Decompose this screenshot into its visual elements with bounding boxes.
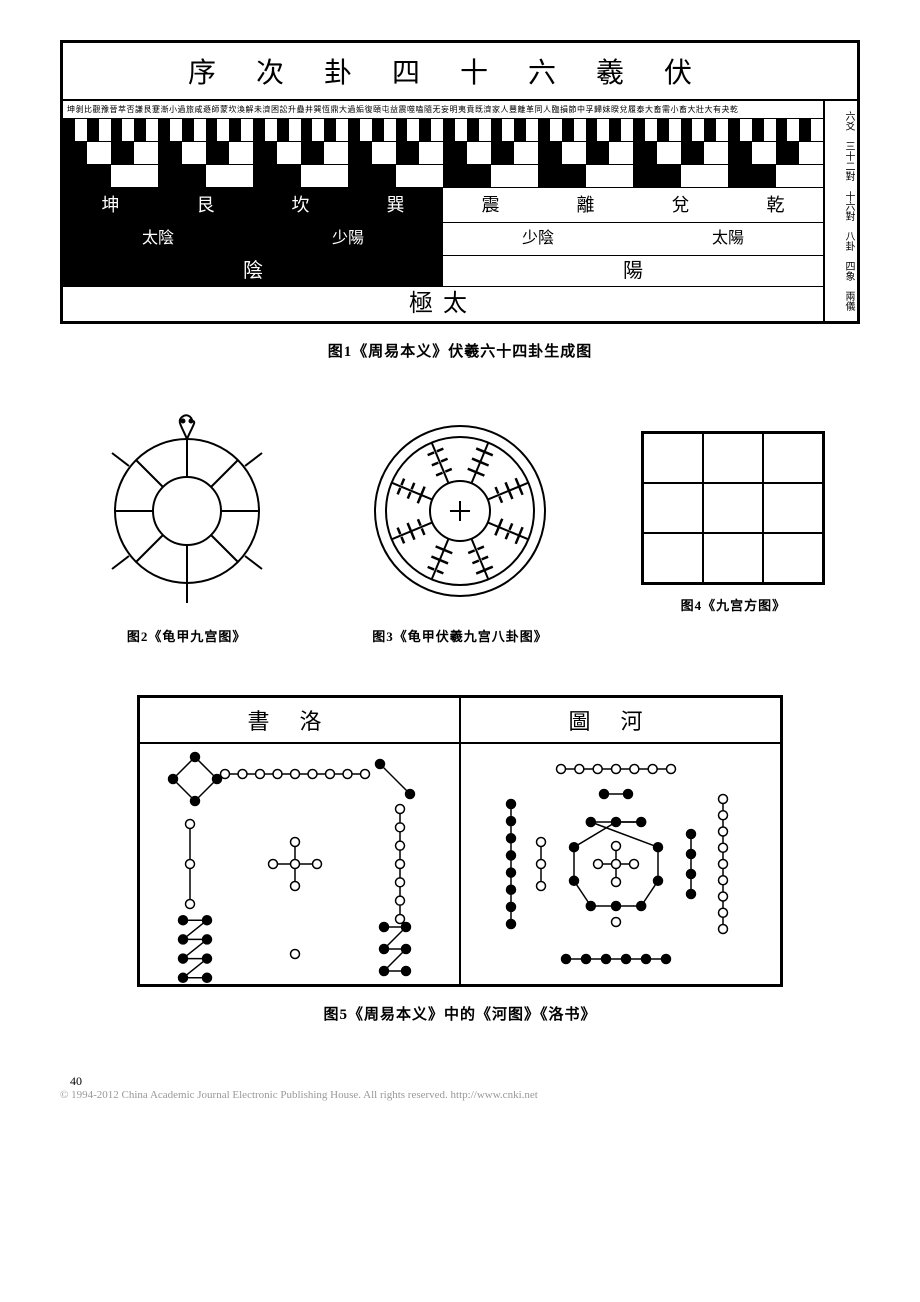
fig1-frame: 序次卦四十六羲伏 坤剝比觀豫晉萃否謙艮蹇漸小過旅咸遯師蒙坎渙解未濟困訟升蠱井巽恆…	[60, 40, 860, 324]
fig4-caption: 图4《九宫方图》	[607, 595, 860, 614]
fig1-taiji: 極太	[63, 287, 823, 321]
figure-2: 图2《龟甲九宫图》	[60, 411, 313, 645]
fig5-caption: 图5《周易本义》中的《河图》《洛书》	[60, 1003, 860, 1024]
hetu-panel	[461, 744, 780, 984]
fig5-hetu-title: 圖河	[461, 698, 780, 742]
figure-1: 序次卦四十六羲伏 坤剝比觀豫晉萃否謙艮蹇漸小過旅咸遯師蒙坎渙解未濟困訟升蠱井巽恆…	[60, 40, 860, 361]
fig5-luoshu-title: 書洛	[140, 698, 461, 742]
figure-3: 图3《龟甲伏羲九宫八卦图》	[333, 411, 586, 645]
fig1-side-labels: 六爻 三十二對 十六對 八卦 四象 兩儀	[823, 101, 857, 321]
fig1-hexagram-names: 坤剝比觀豫晉萃否謙艮蹇漸小過旅咸遯師蒙坎渙解未濟困訟升蠱井巽恆鼎大過姤復頤屯益震…	[63, 101, 823, 119]
fig5-frame: 書洛 圖河	[137, 695, 783, 987]
turtle-diagram	[87, 411, 287, 611]
luoshu-panel	[140, 744, 461, 984]
page-number: 40	[70, 1074, 82, 1088]
fig3-caption: 图3《龟甲伏羲九宫八卦图》	[333, 626, 586, 645]
bagua-compass	[360, 411, 560, 611]
fig2-caption: 图2《龟甲九宫图》	[60, 626, 313, 645]
fig1-bagua-row: 坤艮坎巽震離兌乾	[63, 188, 823, 223]
fig1-diagram: 坤剝比觀豫晉萃否謙艮蹇漸小過旅咸遯師蒙坎渙解未濟困訟升蠱井巽恆鼎大過姤復頤屯益震…	[63, 101, 823, 321]
fig1-liangyi-row: 陰陽	[63, 256, 823, 287]
page-footer: 40 © 1994-2012 China Academic Journal El…	[60, 1074, 860, 1101]
figures-2-3-4: 图2《龟甲九宫图》 图3《龟甲伏羲九宫八卦图》 图4《九宫方图》	[60, 411, 860, 645]
fig1-sixiang-row: 太陰少陽少陰太陽	[63, 223, 823, 256]
copyright-notice: © 1994-2012 China Academic Journal Elect…	[60, 1089, 538, 1101]
figure-5: 書洛 圖河 图5《周易本义》中的《河图》《洛书》	[60, 695, 860, 1024]
nine-palace-grid	[641, 431, 825, 585]
fig1-title: 序次卦四十六羲伏	[63, 43, 857, 101]
figure-4: 图4《九宫方图》	[607, 411, 860, 614]
fig1-caption: 图1《周易本义》伏羲六十四卦生成图	[60, 340, 860, 361]
